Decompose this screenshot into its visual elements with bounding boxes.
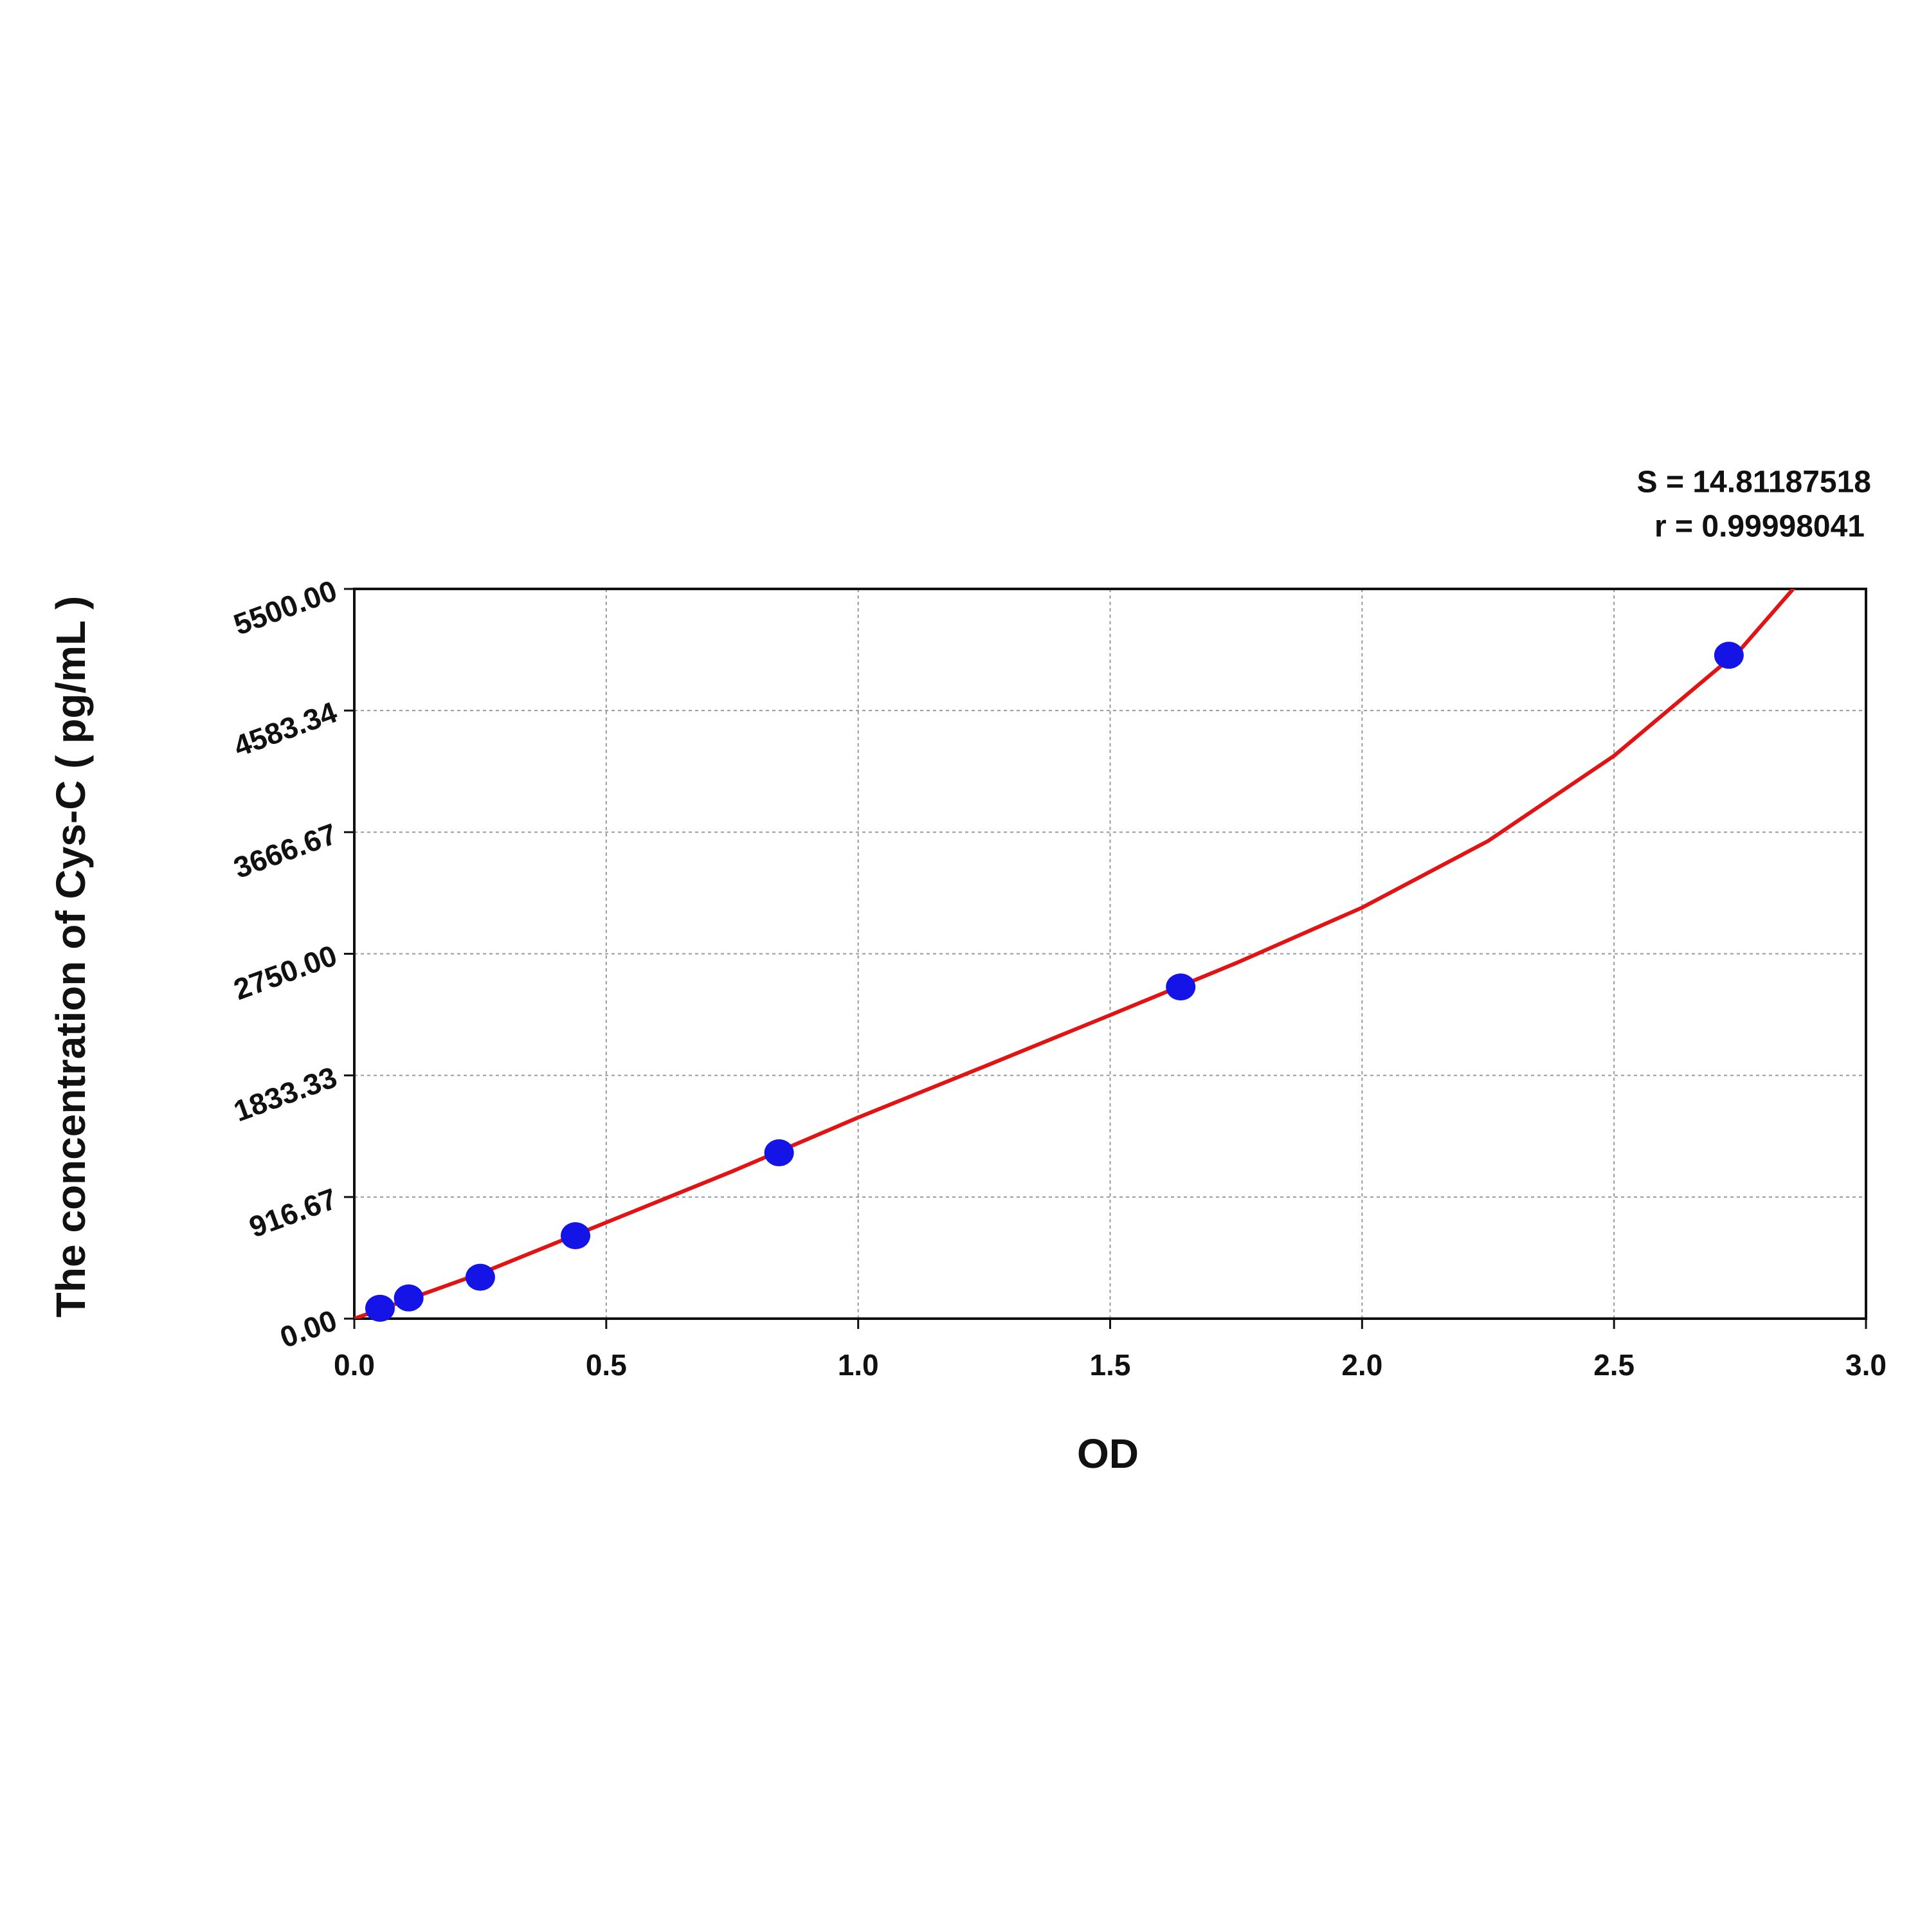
y-tick-label: 4583.34 xyxy=(230,695,341,763)
y-tick-label: 5500.00 xyxy=(230,573,341,642)
data-point xyxy=(394,1284,424,1312)
x-tick-label: 0.0 xyxy=(334,1348,375,1382)
x-tick-label: 2.5 xyxy=(1593,1348,1635,1382)
x-tick-label: 0.5 xyxy=(586,1348,627,1382)
annotation: S = 14.81187518 xyxy=(1637,465,1871,500)
y-axis-title: The concentration of Cys-C ( pg/mL ) xyxy=(48,596,94,1317)
data-point xyxy=(465,1263,495,1291)
data-point xyxy=(561,1222,591,1250)
y-tick-label: 0.00 xyxy=(276,1303,341,1354)
fit-line xyxy=(354,589,1796,1319)
data-point xyxy=(1166,973,1196,1001)
data-point xyxy=(365,1294,395,1322)
data-point xyxy=(764,1139,794,1167)
annotation: r = 0.99998041 xyxy=(1654,510,1865,544)
y-tick-label: 2750.00 xyxy=(230,938,341,1006)
y-tick-label: 1833.33 xyxy=(230,1060,341,1128)
y-tick-label: 916.67 xyxy=(245,1182,341,1244)
x-tick-label: 1.0 xyxy=(838,1348,879,1382)
x-tick-label: 3.0 xyxy=(1845,1348,1887,1382)
x-tick-label: 2.0 xyxy=(1341,1348,1382,1382)
fit-group xyxy=(354,589,1796,1319)
x-axis-title: OD xyxy=(1077,1431,1139,1477)
x-tick-label: 1.5 xyxy=(1090,1348,1131,1382)
plot-frame xyxy=(353,588,1867,1320)
data-point xyxy=(1714,642,1744,669)
y-tick-label: 3666.67 xyxy=(230,817,341,885)
